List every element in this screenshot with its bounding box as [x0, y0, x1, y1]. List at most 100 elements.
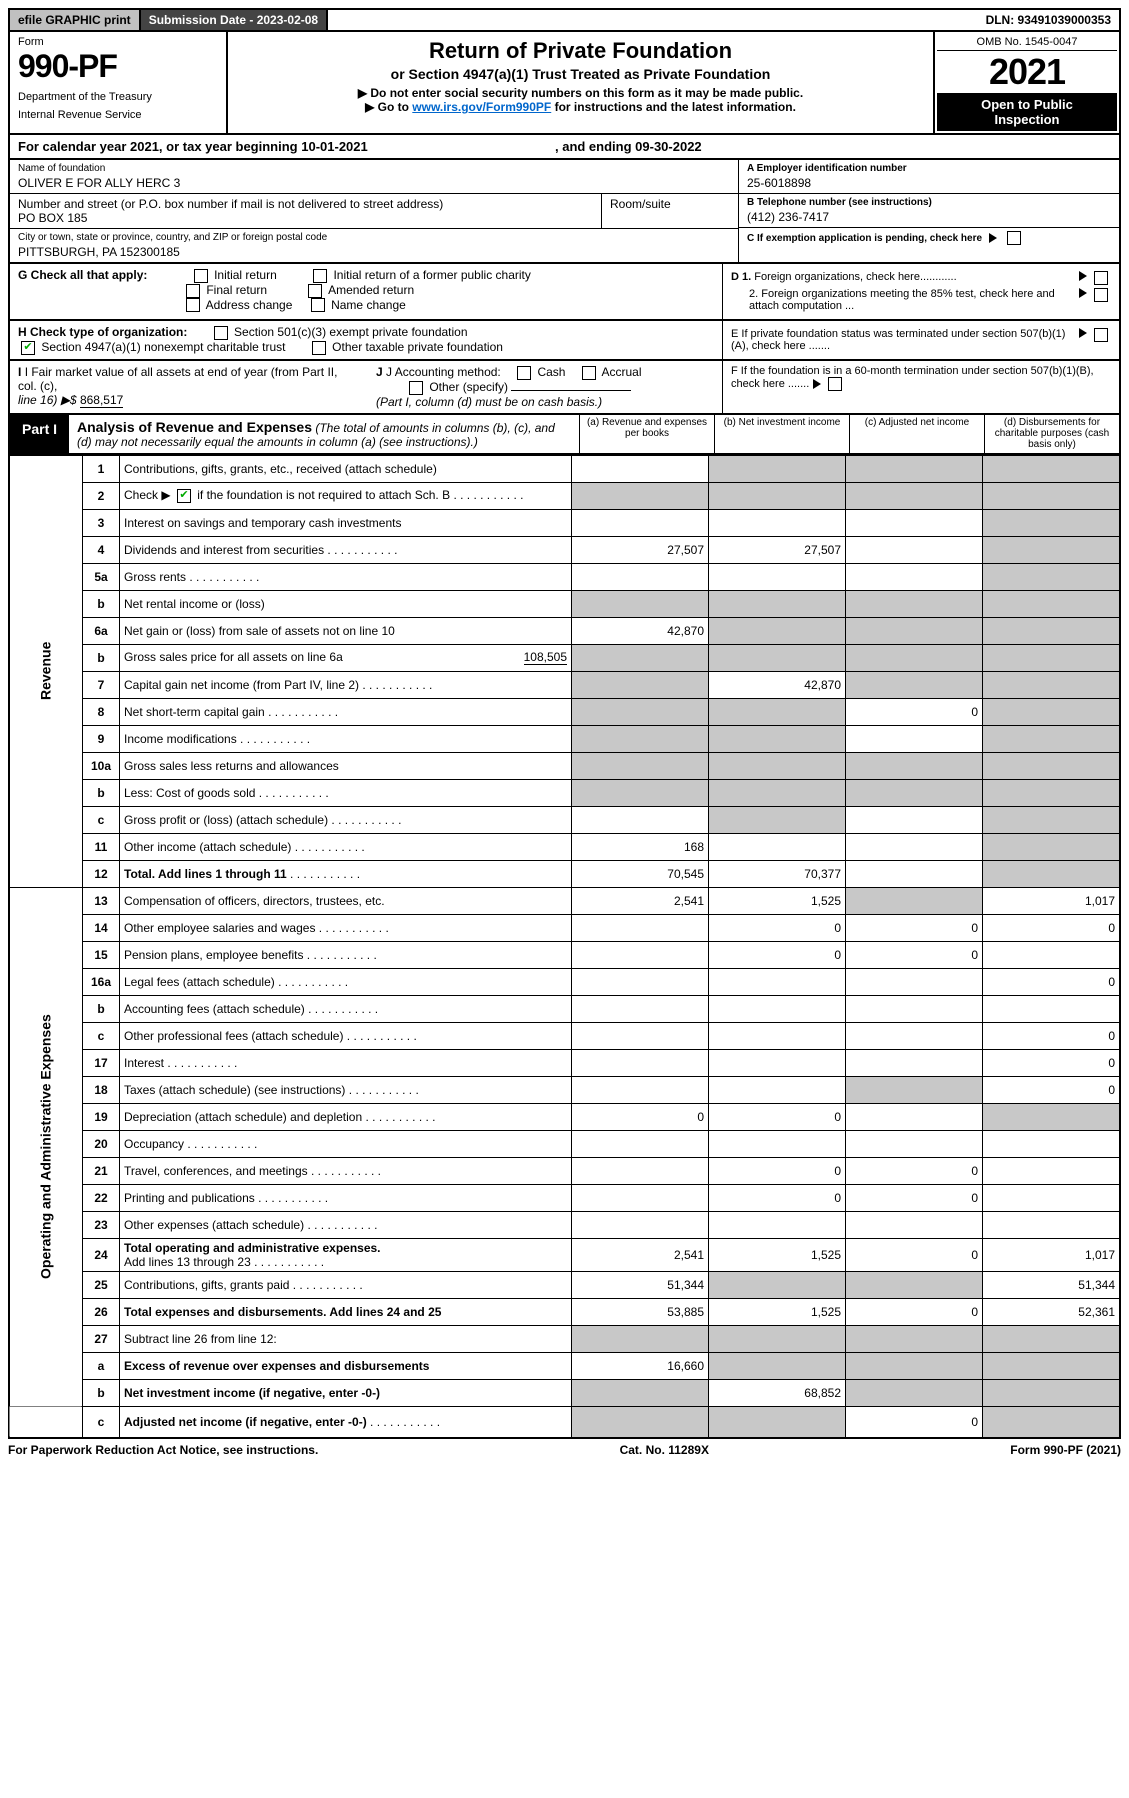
table-row: 19Depreciation (attach schedule) and dep…: [9, 1103, 1120, 1130]
table-row: 7Capital gain net income (from Part IV, …: [9, 671, 1120, 698]
cash-checkbox[interactable]: [517, 366, 531, 380]
table-row: 3Interest on savings and temporary cash …: [9, 509, 1120, 536]
r16b-label: Accounting fees (attach schedule): [124, 1002, 305, 1016]
r4-label: Dividends and interest from securities: [124, 543, 324, 557]
cal-pre: For calendar year 2021, or tax year begi…: [18, 139, 301, 154]
r7-b: 42,870: [709, 671, 846, 698]
entity-info: Name of foundation OLIVER E FOR ALLY HER…: [8, 160, 1121, 264]
r4-a: 27,507: [572, 536, 709, 563]
d1-checkbox[interactable]: [1094, 271, 1108, 285]
r26-b: 1,525: [709, 1298, 846, 1325]
h3-label: Other taxable private foundation: [332, 340, 503, 354]
table-row: 14Other employee salaries and wages000: [9, 914, 1120, 941]
table-row: bNet investment income (if negative, ent…: [9, 1379, 1120, 1406]
r26-a: 53,885: [572, 1298, 709, 1325]
r19-label: Depreciation (attach schedule) and deple…: [124, 1110, 362, 1124]
col-a-header: (a) Revenue and expenses per books: [579, 415, 714, 453]
part1-title: Analysis of Revenue and Expenses: [77, 419, 312, 435]
addr-value: PO BOX 185: [18, 211, 593, 225]
r11-label: Other income (attach schedule): [124, 840, 291, 854]
name-box: Name of foundation OLIVER E FOR ALLY HER…: [10, 160, 738, 194]
city-value: PITTSBURGH, PA 152300185: [18, 245, 730, 259]
r12-b: 70,377: [709, 860, 846, 887]
top-bar: efile GRAPHIC print Submission Date - 20…: [8, 8, 1121, 32]
form-note-2: ▶ Go to www.irs.gov/Form990PF for instru…: [238, 100, 923, 114]
r24-b: 1,525: [709, 1238, 846, 1271]
table-row: 26Total expenses and disbursements. Add …: [9, 1298, 1120, 1325]
pending-checkbox[interactable]: [1007, 231, 1021, 245]
d2-label: 2. Foreign organizations meeting the 85%…: [731, 288, 1075, 312]
accrual-checkbox[interactable]: [582, 366, 596, 380]
e-checkbox[interactable]: [1094, 328, 1108, 342]
arrow-icon: [813, 379, 821, 389]
arrow-icon: [989, 233, 997, 243]
r25-label: Contributions, gifts, grants paid: [124, 1278, 289, 1292]
h3-checkbox[interactable]: [312, 341, 326, 355]
name-change-checkbox[interactable]: [311, 298, 325, 312]
r8-c: 0: [846, 698, 983, 725]
r5a-label: Gross rents: [124, 570, 186, 584]
h1-label: Section 501(c)(3) exempt private foundat…: [234, 325, 467, 339]
r11-a: 168: [572, 833, 709, 860]
room-box: Room/suite: [602, 194, 738, 228]
r13-b: 1,525: [709, 887, 846, 914]
form-title: Return of Private Foundation: [238, 38, 923, 64]
r27c-c: 0: [846, 1406, 983, 1438]
schb-checkbox[interactable]: ✔: [177, 489, 191, 503]
cash-label: Cash: [537, 365, 565, 379]
table-row: 11Other income (attach schedule)168: [9, 833, 1120, 860]
part-title-box: Analysis of Revenue and Expenses (The to…: [69, 415, 579, 453]
table-row: cAdjusted net income (if negative, enter…: [9, 1406, 1120, 1438]
other-label: Other (specify): [429, 380, 508, 394]
table-row: bAccounting fees (attach schedule): [9, 995, 1120, 1022]
cal-end: 09-30-2022: [635, 139, 702, 154]
table-row: 10aGross sales less returns and allowanc…: [9, 752, 1120, 779]
r25-a: 51,344: [572, 1271, 709, 1298]
table-row: bGross sales price for all assets on lin…: [9, 644, 1120, 671]
table-row: 20Occupancy: [9, 1130, 1120, 1157]
other-method-checkbox[interactable]: [409, 381, 423, 395]
r24-d: 1,017: [983, 1238, 1121, 1271]
r24-a: 2,541: [572, 1238, 709, 1271]
i-line: line 16) ▶$: [18, 393, 80, 407]
h1-checkbox[interactable]: [214, 326, 228, 340]
h2-checkbox[interactable]: ✔: [21, 341, 35, 355]
address-change-checkbox[interactable]: [186, 298, 200, 312]
e-label: E If private foundation status was termi…: [731, 328, 1075, 352]
r6b-val: 108,505: [524, 650, 567, 665]
header-center: Return of Private Foundation or Section …: [228, 32, 933, 133]
section-g-d: G Check all that apply: Initial return I…: [8, 264, 1121, 321]
i-label: I Fair market value of all assets at end…: [18, 365, 337, 393]
table-row: 22Printing and publications00: [9, 1184, 1120, 1211]
r5b-label: Net rental income or (loss): [120, 590, 572, 617]
final-return-checkbox[interactable]: [186, 284, 200, 298]
foundation-name: OLIVER E FOR ALLY HERC 3: [18, 176, 730, 190]
d2-checkbox[interactable]: [1094, 288, 1108, 302]
tax-year: 2021: [937, 51, 1117, 93]
expenses-side-label: Operating and Administrative Expenses: [9, 887, 83, 1406]
irs-link[interactable]: www.irs.gov/Form990PF: [412, 100, 551, 114]
r14-label: Other employee salaries and wages: [124, 921, 315, 935]
r26-d: 52,361: [983, 1298, 1121, 1325]
initial-former-checkbox[interactable]: [313, 269, 327, 283]
initial-return-checkbox[interactable]: [194, 269, 208, 283]
col-c-header: (c) Adjusted net income: [849, 415, 984, 453]
table-row: 24Total operating and administrative exp…: [9, 1238, 1120, 1271]
f-checkbox[interactable]: [828, 377, 842, 391]
accrual-label: Accrual: [602, 365, 642, 379]
d-checks: D 1. D 1. Foreign organizations, check h…: [722, 264, 1119, 319]
r6b-label: Gross sales price for all assets on line…: [120, 644, 572, 671]
r21-label: Travel, conferences, and meetings: [124, 1164, 308, 1178]
amended-return-checkbox[interactable]: [308, 284, 322, 298]
r2-label: Check ▶ ✔ if the foundation is not requi…: [120, 482, 572, 509]
table-row: bLess: Cost of goods sold: [9, 779, 1120, 806]
arrow-icon: [1079, 328, 1087, 338]
submission-date-label: Submission Date - 2023-02-08: [141, 10, 328, 30]
r27c-label: Adjusted net income (if negative, enter …: [124, 1415, 367, 1429]
city-label: City or town, state or province, country…: [18, 232, 730, 243]
r24-label: Total operating and administrative expen…: [124, 1241, 381, 1255]
revenue-side-label: Revenue: [9, 455, 83, 887]
table-row: 9Income modifications: [9, 725, 1120, 752]
footer-right: Form 990-PF (2021): [1010, 1443, 1121, 1457]
fmv-value: 868,517: [80, 393, 123, 408]
